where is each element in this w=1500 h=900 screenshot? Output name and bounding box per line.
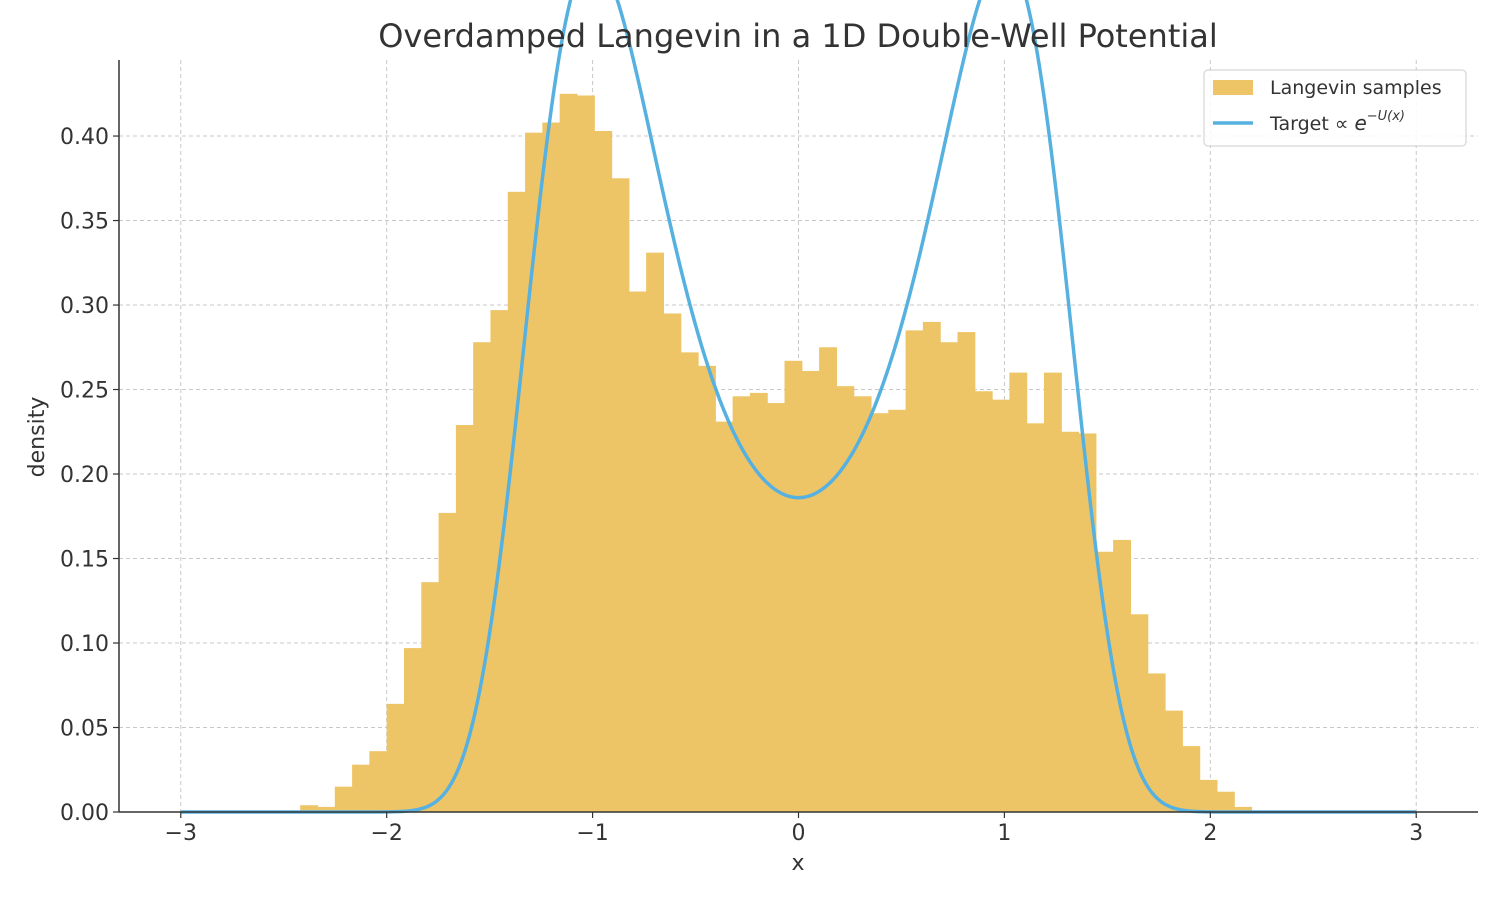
histogram-bar bbox=[594, 130, 613, 812]
histogram-bar bbox=[680, 352, 699, 812]
histogram-bar bbox=[784, 360, 803, 812]
histogram-bar bbox=[1216, 791, 1235, 812]
histogram-bar bbox=[870, 413, 889, 812]
histogram-bar bbox=[888, 409, 907, 812]
histogram-bar bbox=[386, 703, 405, 812]
histogram-bar bbox=[559, 93, 578, 813]
histogram-bar bbox=[749, 392, 768, 812]
histogram-bar bbox=[1165, 710, 1183, 812]
legend-box bbox=[1203, 69, 1467, 147]
histogram-bar bbox=[801, 370, 820, 812]
histogram-bar bbox=[403, 648, 422, 812]
histogram-bar bbox=[922, 321, 941, 812]
y-tick-label: 0.25 bbox=[60, 379, 109, 404]
histogram-bar bbox=[438, 512, 457, 812]
histogram-bar bbox=[732, 396, 751, 812]
histogram-bar bbox=[542, 122, 561, 813]
x-tick-label: 3 bbox=[1409, 821, 1423, 846]
legend-label-histogram: Langevin samples bbox=[1270, 77, 1442, 99]
x-tick-label: −2 bbox=[370, 821, 402, 846]
histogram-bar bbox=[369, 751, 388, 812]
x-tick-label: −3 bbox=[165, 821, 197, 846]
legend-swatch-histogram bbox=[1213, 80, 1253, 95]
legend-label-target: Target ∝ e−U(x) bbox=[1269, 109, 1405, 135]
histogram-bar bbox=[1026, 423, 1045, 812]
histogram-bar bbox=[611, 178, 630, 813]
y-tick-label: 0.30 bbox=[60, 294, 109, 319]
histogram-bar bbox=[1147, 673, 1166, 812]
histogram-bars bbox=[300, 93, 1253, 813]
legend-label-target-superscript: −U(x) bbox=[1367, 109, 1405, 124]
histogram-bar bbox=[628, 291, 647, 812]
histogram-bar bbox=[473, 342, 492, 812]
x-tick-label: 2 bbox=[1203, 821, 1217, 846]
histogram-bar bbox=[1061, 431, 1080, 812]
y-tick-label: 0.05 bbox=[60, 717, 109, 742]
x-tick-label: 0 bbox=[792, 821, 806, 846]
legend-label-target-prefix: Target ∝ bbox=[1269, 113, 1354, 135]
y-tick-label: 0.20 bbox=[60, 463, 109, 488]
legend: Langevin samples Target ∝ e−U(x) bbox=[1203, 69, 1467, 147]
histogram-bar bbox=[1113, 539, 1132, 812]
y-tick-label: 0.00 bbox=[60, 801, 109, 826]
histogram-bar bbox=[974, 391, 993, 812]
histogram-bar bbox=[992, 399, 1010, 812]
histogram-bar bbox=[1199, 779, 1218, 812]
histogram-bar bbox=[767, 403, 786, 812]
axes bbox=[113, 60, 1478, 818]
histogram-bar bbox=[663, 313, 682, 812]
histogram-bar bbox=[507, 191, 526, 813]
histogram-bar bbox=[421, 582, 440, 812]
y-axis-label: density bbox=[25, 397, 50, 478]
x-tick-label: 1 bbox=[997, 821, 1011, 846]
histogram-bar bbox=[1043, 372, 1062, 812]
histogram-bar bbox=[1009, 372, 1028, 812]
histogram-bar bbox=[819, 347, 837, 812]
histogram-bar bbox=[334, 786, 353, 812]
histogram-bar bbox=[576, 95, 595, 812]
histogram-bar bbox=[1182, 746, 1201, 812]
chart-title: Overdamped Langevin in a 1D Double-Well … bbox=[378, 17, 1218, 55]
y-tick-label: 0.10 bbox=[60, 632, 109, 657]
y-tick-label: 0.35 bbox=[60, 210, 109, 235]
tick-labels: −3 −2 −1 0 1 2 3 0.00 0.05 0.10 0.15 0.20 0.25 0.30 0.… bbox=[60, 125, 1423, 846]
histogram-bar bbox=[905, 330, 924, 812]
histogram-bar bbox=[698, 365, 716, 812]
histogram-bar bbox=[940, 342, 959, 812]
histogram-bar bbox=[525, 132, 543, 812]
histogram-bar bbox=[317, 806, 336, 812]
histogram-bar bbox=[1234, 806, 1253, 812]
y-tick-label: 0.15 bbox=[60, 548, 109, 573]
histogram-bar bbox=[455, 425, 474, 812]
histogram-bar bbox=[352, 764, 370, 812]
histogram-bar bbox=[646, 252, 665, 812]
histogram-bar bbox=[836, 386, 855, 812]
histogram-bar bbox=[715, 421, 734, 812]
histogram-bar bbox=[1095, 551, 1114, 812]
histogram-bar bbox=[853, 396, 872, 812]
x-axis-label: x bbox=[791, 851, 804, 876]
histogram-bar bbox=[957, 332, 976, 812]
histogram-bar bbox=[300, 805, 319, 812]
y-tick-label: 0.40 bbox=[60, 125, 109, 150]
x-tick-label: −1 bbox=[576, 821, 608, 846]
legend-label-target-base: e bbox=[1354, 111, 1366, 135]
